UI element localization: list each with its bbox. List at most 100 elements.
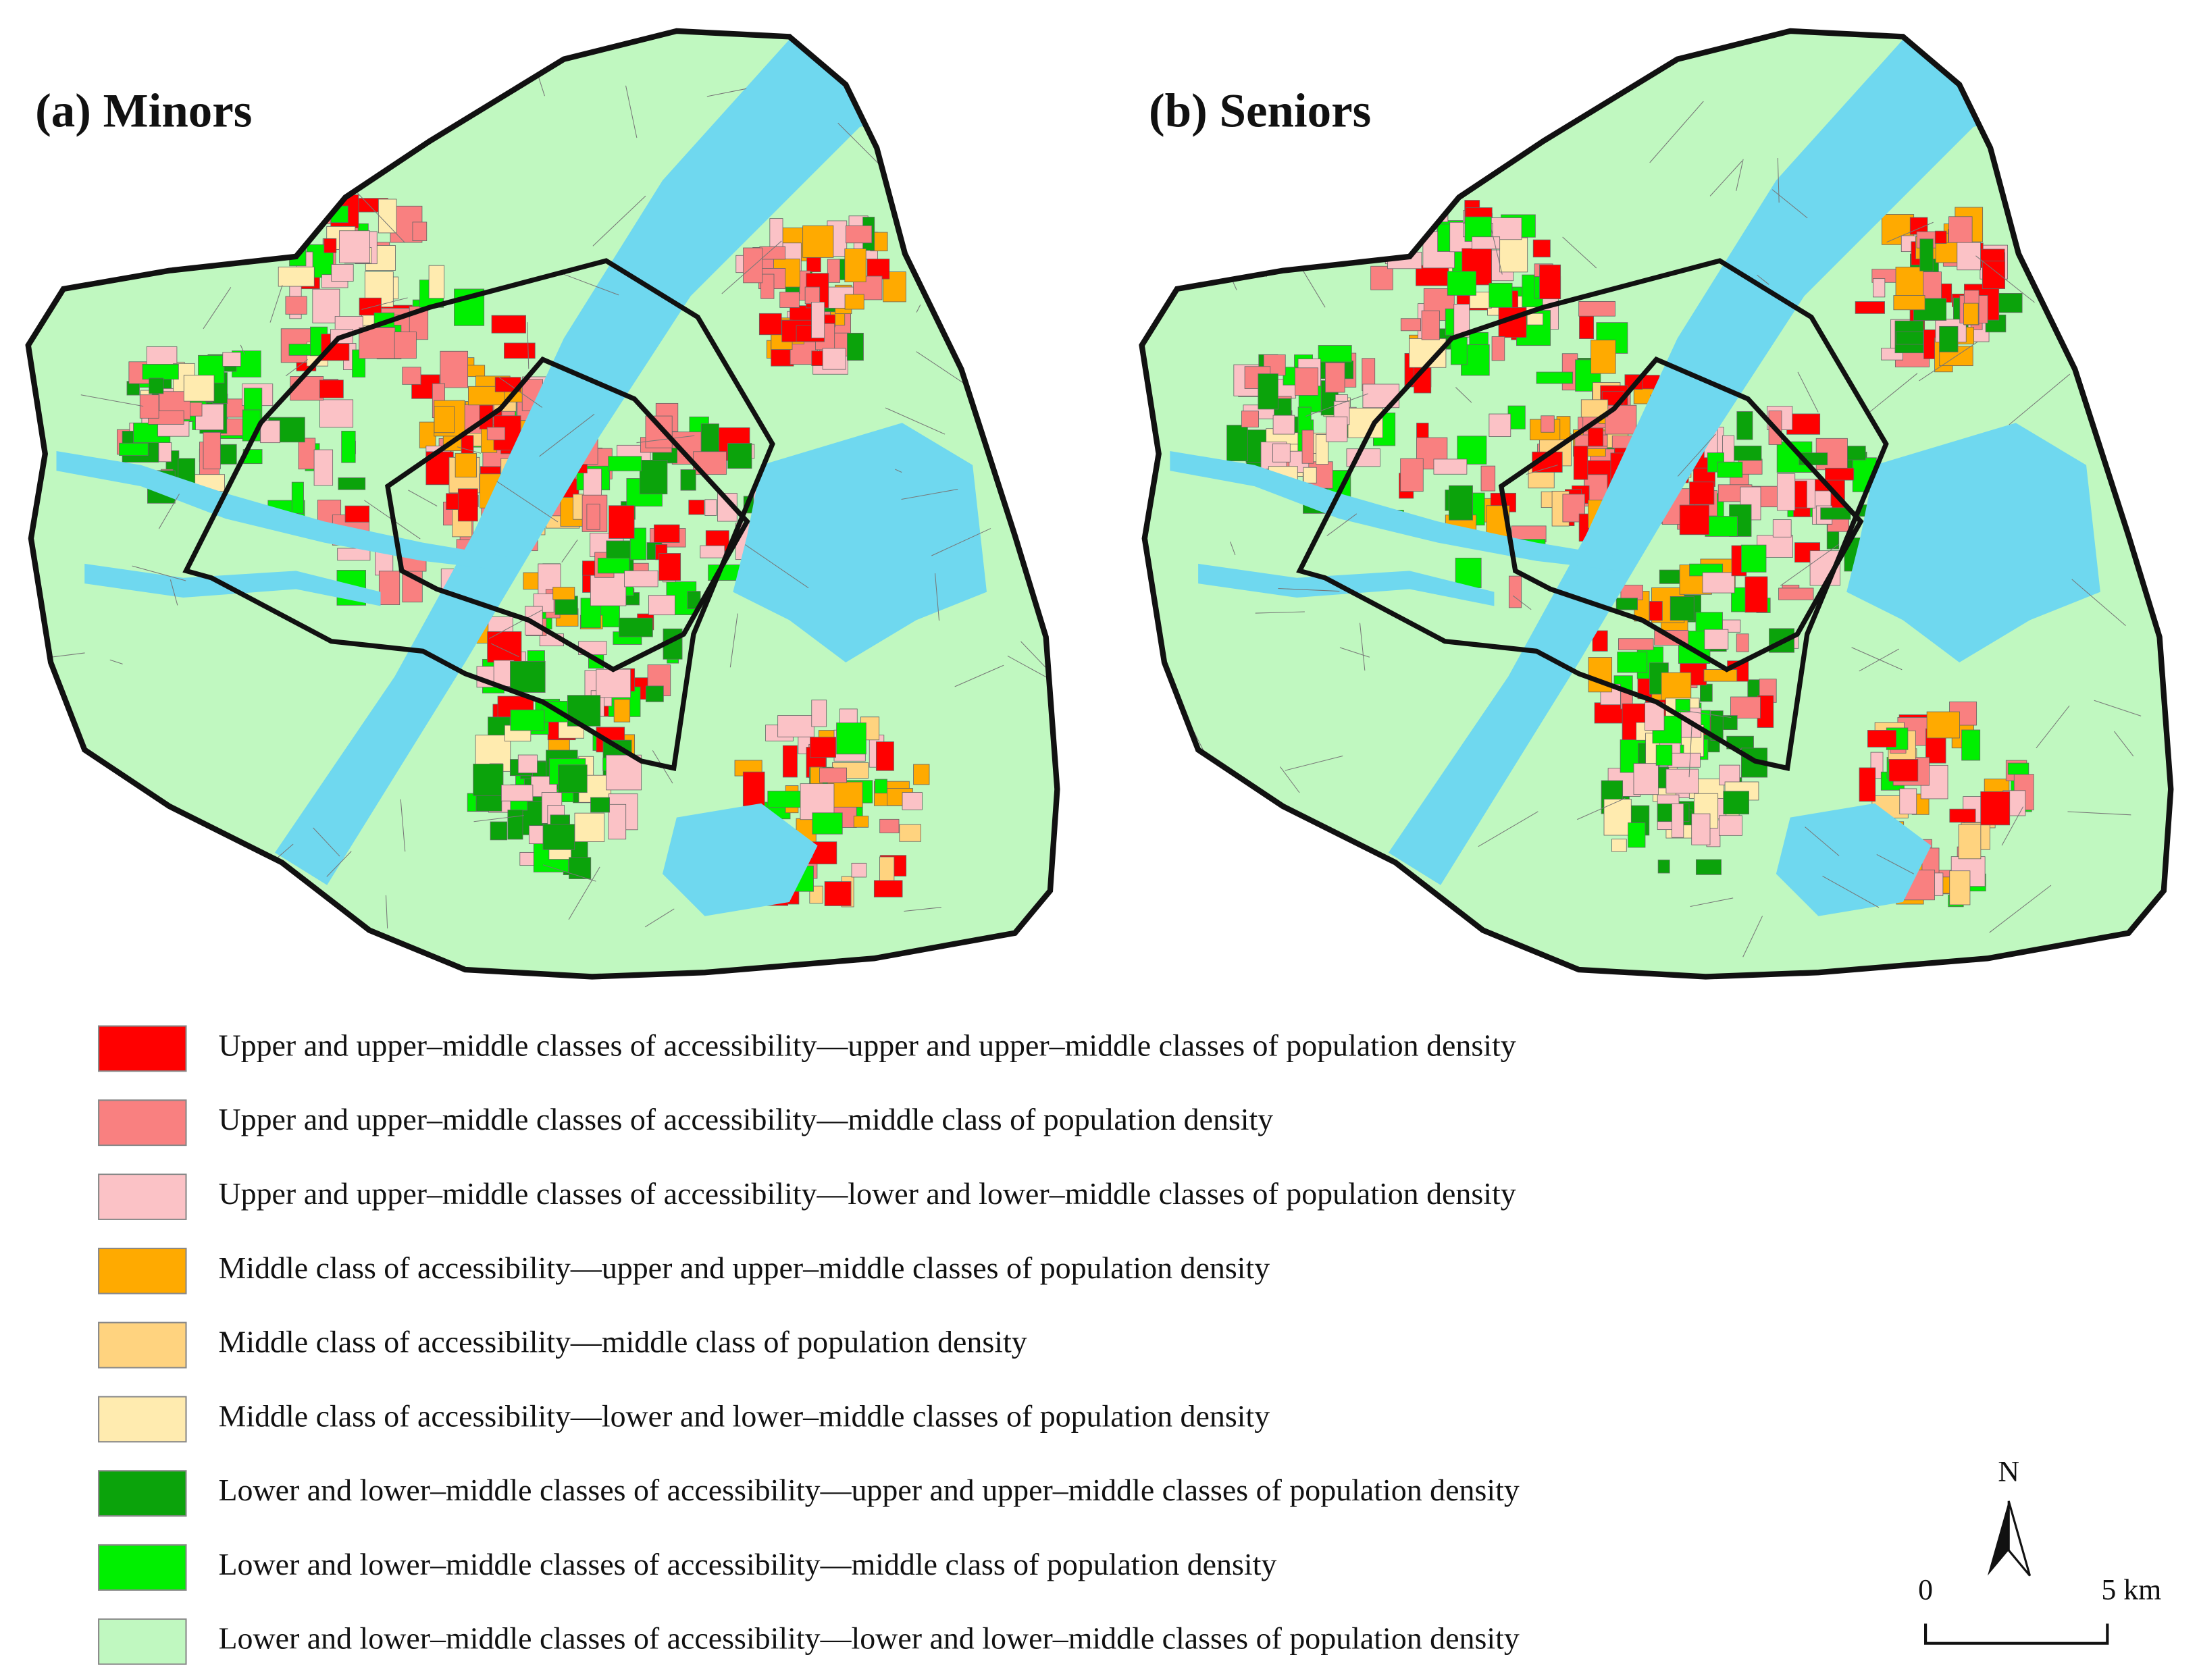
district-patch [758,313,782,336]
district-patch [1421,310,1440,340]
boundary [343,87,384,93]
district-patch [875,741,894,771]
boundary [1478,811,1538,847]
district-patch [853,816,869,828]
district-patch [1736,411,1753,440]
district-patch [158,442,172,463]
boundary [1688,723,1692,778]
legend-label: Lower and lower–middle classes of access… [219,1473,1520,1507]
district-patch [1370,265,1393,290]
boundary [109,659,123,664]
district-patch [1949,808,1976,823]
legend-label: Upper and upper–middle classes of access… [219,1028,1516,1062]
district-patch [1772,519,1792,537]
boundary [1822,876,1880,908]
district-patch [873,880,903,897]
district-patch [777,715,814,737]
district-patch [759,246,786,260]
district-patch [645,415,673,448]
district-patch [490,821,507,841]
district-patch [1326,416,1348,442]
district-patch [1301,429,1314,464]
district-patch [1603,799,1632,836]
boundary [729,613,738,668]
boundary [361,297,408,310]
district-patch [1657,860,1670,874]
lake [662,803,818,916]
district-patch [596,668,631,698]
district-patch [338,230,370,263]
district-patch [597,558,630,574]
district-patch [1526,313,1544,325]
district-patch [1539,264,1561,300]
district-patch [1893,295,1925,311]
district-patch [142,364,179,380]
boundary [1305,393,1368,417]
district-patch [313,449,334,486]
boundary [527,322,529,369]
boundary [214,216,265,261]
district-patch [1618,638,1654,650]
district-patch [1297,406,1312,434]
boundary [170,579,178,606]
district-patch [779,292,800,308]
boundary [1709,161,1742,196]
scale-bar: 0 5 km [1918,1574,2161,1645]
boundary [132,565,186,581]
district-patch [1578,300,1615,317]
boundary [1255,611,1305,614]
legend-swatch [98,1247,187,1294]
district-patch [913,764,930,785]
district-patch [899,824,921,842]
district-patch [1888,759,1919,782]
district-patch [1590,340,1616,374]
district-patch [419,421,436,448]
district-patch [846,225,873,244]
district-patch [324,238,337,253]
district-patch [298,438,316,470]
district-patch [810,737,837,758]
district-patch [260,420,280,444]
district-patch [743,247,763,284]
boundary [969,304,973,323]
district-patch [782,745,798,778]
district-patch [1594,702,1624,724]
map [1141,30,2171,977]
district-patch [844,248,866,282]
district-patch [139,394,159,419]
boundary [1876,854,1915,874]
district-patch [203,431,221,469]
ring-inner [384,356,750,673]
district-patch [619,617,653,637]
legend-label: Middle class of accessibility—middle cla… [219,1325,1027,1359]
boundary [1360,623,1366,671]
boundary [408,490,438,506]
stream [84,563,381,606]
district-patch [1633,763,1659,795]
boundary [2036,705,2070,749]
district-patch [812,812,843,835]
legend-label: Lower and lower–middle classes of access… [219,1621,1520,1656]
district-patch [1899,788,1917,815]
scale-label: 0 [1918,1574,1933,1606]
district-patch [1433,458,1468,475]
boundary [400,799,406,852]
district-patch [491,315,526,334]
district-patch [1226,425,1248,462]
district-patch [1722,435,1735,464]
district-patch [1592,630,1608,652]
boundary [1491,229,1503,275]
district-patch [359,327,396,359]
boundary [1007,656,1058,689]
district-patch [1655,744,1673,766]
district-patch [507,810,523,840]
boundary [2009,373,2071,425]
district-patch [1957,242,1981,271]
boundary [1285,755,1343,771]
district-patch [552,587,575,600]
boundary [1577,797,1626,820]
ring-outer [1296,258,1889,771]
district-patch [1316,434,1329,465]
district-patch [1272,443,1291,463]
legend-label: Upper and upper–middle classes of access… [219,1176,1516,1211]
